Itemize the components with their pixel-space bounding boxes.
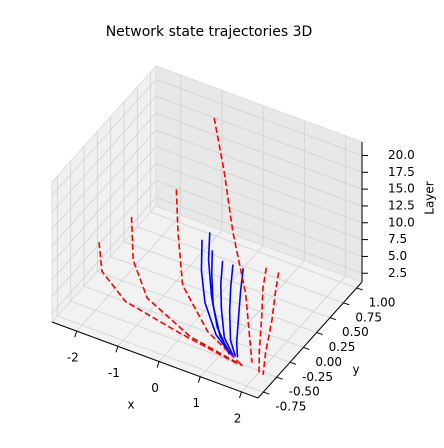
- z-grid-line: [51, 96, 157, 213]
- x-axis-label: x: [127, 398, 134, 412]
- trajectory: [200, 239, 232, 356]
- trajectory: [235, 268, 245, 358]
- y-grid-line: [57, 315, 264, 393]
- x-grid-line: [241, 275, 346, 393]
- x-tick-label: -2: [67, 351, 79, 365]
- y-tick: [263, 391, 270, 395]
- z-tick-label: 7.5: [388, 232, 407, 246]
- x-grid-line: [200, 260, 305, 377]
- z-tick-label: 17.5: [388, 165, 415, 179]
- z-tick-label: 20.0: [388, 148, 415, 162]
- y-tick: [276, 376, 283, 380]
- z-grid-line: [155, 112, 363, 190]
- trajectory: [262, 272, 280, 375]
- y-tick-label: 0.25: [329, 340, 356, 354]
- x-tick-label: 1: [192, 396, 200, 410]
- trajectory: [130, 216, 243, 367]
- z-tick-label: 12.5: [388, 198, 415, 212]
- y-tick-label: 0.00: [315, 355, 342, 369]
- z-grid-line: [51, 129, 157, 247]
- z-grid-line: [155, 79, 363, 156]
- z-grid-line: [155, 95, 363, 173]
- x-grid-line: [76, 214, 182, 332]
- y-tick-label: 0.50: [342, 325, 369, 339]
- trajectory: [228, 264, 237, 357]
- trajectory: [258, 267, 268, 374]
- x-tick: [74, 330, 78, 338]
- z-grid-line: [155, 129, 363, 207]
- y-tick: [289, 361, 297, 365]
- z-grid-line: [51, 79, 157, 196]
- x-grid-line: [158, 245, 264, 362]
- trajectory: [213, 117, 253, 363]
- z-grid-line: [51, 146, 157, 264]
- z-grid-line: [51, 163, 157, 280]
- z-tick-label: 10.0: [388, 215, 415, 229]
- z-grid-line: [155, 196, 363, 274]
- y-grid-line: [70, 300, 277, 378]
- y-grid-line: [110, 256, 317, 333]
- x-tick-label: -1: [108, 366, 120, 380]
- trajectory: [98, 242, 239, 365]
- z-tick-label: 15.0: [388, 182, 415, 196]
- z-grid-line: [155, 146, 363, 224]
- x-axis-line: [51, 321, 259, 399]
- y-tick-label: -0.25: [302, 370, 333, 384]
- trajectory: [207, 232, 231, 355]
- x-tick-label: 0: [151, 381, 159, 395]
- trajectory: [175, 189, 244, 367]
- y-tick-label: 1.00: [369, 295, 396, 309]
- y-grid-line: [123, 241, 331, 319]
- z-grid-line: [51, 180, 157, 297]
- z-axis-label: Layer: [423, 181, 437, 215]
- x-tick: [239, 391, 242, 399]
- y-axis-line: [257, 281, 363, 399]
- z-grid-line: [155, 180, 363, 257]
- y-tick-label: 0.75: [355, 310, 382, 324]
- y-tick-label: -0.75: [275, 400, 306, 414]
- z-grid-line: [51, 196, 157, 314]
- z-tick-label: 2.5: [388, 266, 407, 280]
- x-grid-line: [117, 230, 223, 347]
- z-grid-line: [155, 163, 363, 240]
- y-axis-label: y: [352, 363, 359, 377]
- y-tick: [303, 346, 310, 350]
- y-tick: [356, 287, 363, 291]
- chart-title: Network state trajectories 3D: [106, 24, 313, 40]
- y-tick: [316, 332, 323, 336]
- x-tick-label: 2: [234, 411, 242, 425]
- y-tick: [329, 317, 337, 321]
- y-tick-label: -0.50: [289, 385, 320, 399]
- x-tick: [115, 346, 119, 353]
- y-grid-line: [83, 285, 291, 363]
- x-tick: [156, 361, 160, 368]
- z-grid-line: [51, 112, 157, 230]
- y-grid-line: [150, 211, 357, 289]
- y-tick: [343, 302, 350, 306]
- x-tick: [197, 376, 201, 383]
- trajectory: [219, 260, 235, 357]
- z-tick-label: 5.0: [388, 249, 407, 263]
